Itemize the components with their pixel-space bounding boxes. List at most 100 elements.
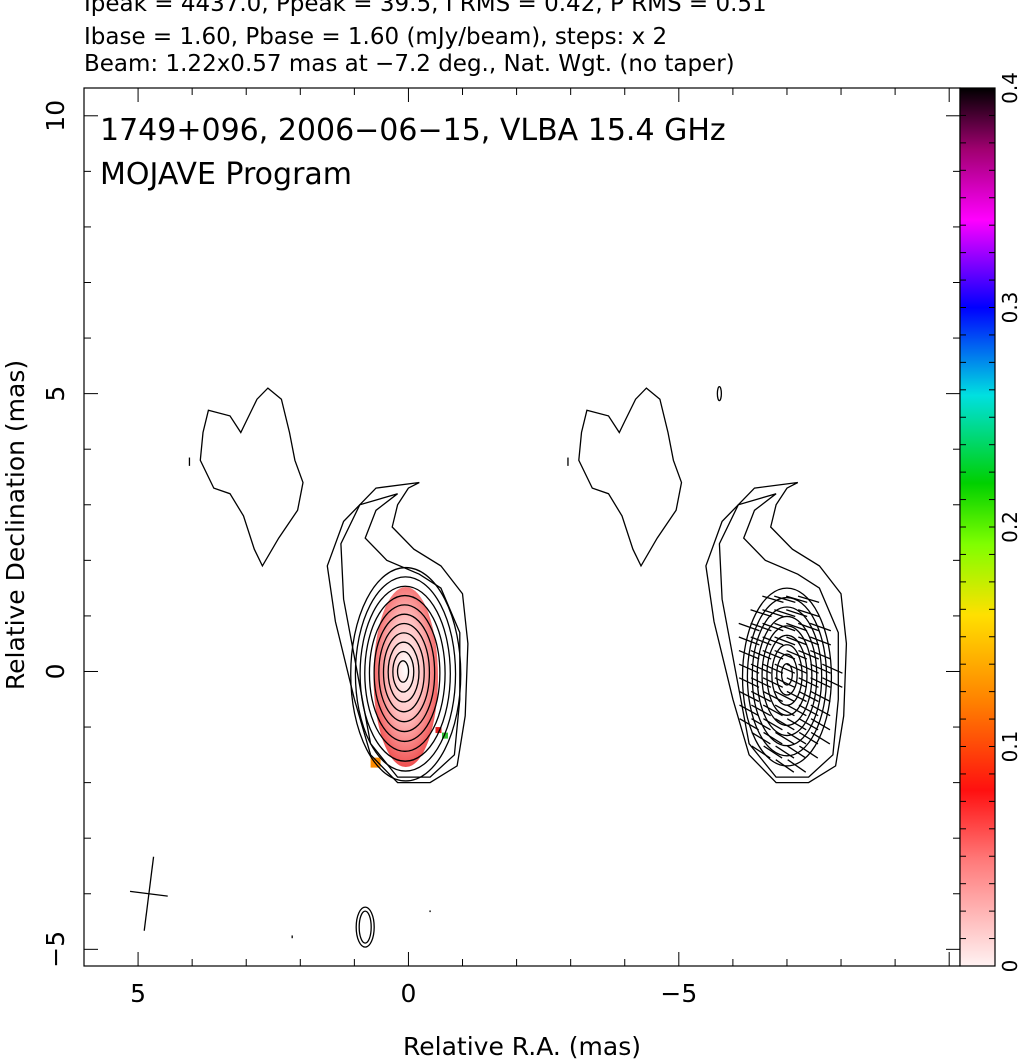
- polarization-vector: [786, 636, 808, 646]
- panel-right-contour-inner: [741, 587, 833, 767]
- panel-left-contour-inner: [359, 585, 451, 762]
- polarization-vector: [738, 677, 760, 688]
- polarization-vector: [798, 677, 819, 688]
- polarization-vector: [738, 622, 760, 632]
- map-layer: [129, 385, 848, 948]
- island-contour: [358, 910, 372, 944]
- polarization-vector: [762, 663, 784, 674]
- polarization-vector: [739, 704, 760, 717]
- polarization-vector: [786, 704, 807, 717]
- plot-frame: [83, 87, 961, 967]
- panel-right-contour-inner: [761, 625, 813, 727]
- axis-tick-labels: 5 0 −5 −5 0 5 10: [41, 100, 697, 1008]
- polarization-vector: [750, 636, 772, 646]
- colorbar-tick-label: 0.2: [998, 511, 1022, 543]
- panel-left-contour-second: [340, 493, 461, 778]
- polarization-vector: [774, 636, 796, 646]
- polarization-vector: [751, 745, 771, 759]
- y-tick-label: 0: [41, 664, 70, 680]
- polarization-vector: [798, 649, 819, 660]
- y-axis-label: Relative Declination (mas): [1, 360, 30, 690]
- panel-right-contour-inner: [756, 615, 818, 737]
- header-line-1: Ipeak = 4437.0, Ppeak = 39.5, I RMS = 0.…: [84, 0, 767, 17]
- polarization-vector: [738, 649, 760, 660]
- intensity-contours: [188, 385, 848, 948]
- polarization-vector: [775, 745, 795, 759]
- polarization-vector: [774, 704, 795, 717]
- polarization-vector: [763, 718, 783, 731]
- panel-right-contour-inner: [776, 653, 798, 696]
- polarization-vector: [774, 677, 796, 688]
- polarization-vector: [762, 649, 784, 660]
- y-tick-label: 10: [41, 100, 70, 132]
- polarization-vector: [810, 690, 831, 703]
- polarization-vector: [798, 704, 819, 717]
- panel-right-contour-inner: [771, 644, 803, 706]
- panel-right-contour-inner: [751, 606, 823, 747]
- polarization-vector: [774, 622, 796, 632]
- polarization-vector: [750, 663, 772, 674]
- polarization-vector: [762, 636, 784, 646]
- y-tick-label: −5: [41, 931, 70, 968]
- beam-minor-axis: [129, 890, 168, 897]
- polarization-vector: [774, 595, 796, 603]
- panel-right-contour-inner: [780, 662, 793, 686]
- polarization-vector: [750, 690, 772, 703]
- island-contour: [355, 906, 375, 948]
- colorbar-tick-label: 0.4: [998, 72, 1022, 104]
- polarization-vector: [786, 609, 808, 618]
- polarization-vector: [810, 649, 831, 660]
- polarization-vector: [786, 663, 808, 674]
- polarization-vector: [762, 690, 783, 703]
- polarization-vector: [762, 704, 783, 717]
- polarization-vector: [762, 609, 784, 618]
- y-tick-label: 5: [41, 386, 70, 402]
- polarization-vector: [810, 718, 831, 731]
- polarization-vector: [775, 731, 795, 745]
- polarization-vector: [750, 677, 772, 688]
- polarization-vector: [738, 663, 760, 674]
- polarization-vector: [786, 690, 807, 703]
- panel-right-contour-cloud: [578, 387, 683, 568]
- polarization-vector: [751, 718, 771, 731]
- axis-ticks: [83, 88, 960, 966]
- polarization-vector: [810, 704, 831, 717]
- polarization-vector: [786, 677, 807, 688]
- polarization-vector: [809, 622, 832, 632]
- panel-left-contour-cloud: [199, 387, 304, 568]
- panel-left-contour-inner: [392, 650, 415, 693]
- panel-left-contour-inner: [396, 660, 410, 683]
- polarization-vector: [810, 731, 831, 745]
- polarization-vector: [775, 759, 795, 773]
- polarization-vector: [797, 595, 820, 603]
- polarization-vector: [774, 609, 796, 618]
- polarization-vector: [809, 636, 831, 646]
- x-tick-label: −5: [660, 979, 697, 1008]
- island-contour: [716, 385, 723, 402]
- x-tick-label: 5: [130, 979, 146, 1008]
- panel-right-contour-second: [718, 493, 839, 778]
- polarization-vector: [750, 622, 772, 632]
- header-line-3: Beam: 1.22x0.57 mas at −7.2 deg., Nat. W…: [84, 51, 735, 77]
- polarization-vector: [739, 690, 760, 703]
- polarization-vector: [798, 636, 820, 646]
- panel-left-contour-inner: [350, 566, 462, 782]
- polarization-vector: [762, 677, 784, 688]
- colorbar-ticks: 0 0.1 0.2 0.3 0.4: [960, 72, 1022, 972]
- polarization-vector: [797, 609, 820, 618]
- fracpol-edge-pixel: [441, 732, 448, 739]
- polarization-vector: [750, 609, 772, 618]
- panel-left-contour-inner: [354, 576, 457, 772]
- polarization-vector: [787, 745, 807, 759]
- polarization-vector: [822, 677, 843, 688]
- polarization-vector: [750, 649, 772, 660]
- polarization-vector: [786, 718, 807, 731]
- polarization-vector: [799, 745, 819, 759]
- polarization-vector: [786, 649, 808, 660]
- panel-left-contour-inner: [387, 641, 420, 703]
- polarization-vector: [762, 622, 784, 632]
- polarization-vector: [785, 595, 808, 603]
- polarization-vector: [798, 718, 819, 731]
- panel-right-contour-inner: [746, 596, 828, 757]
